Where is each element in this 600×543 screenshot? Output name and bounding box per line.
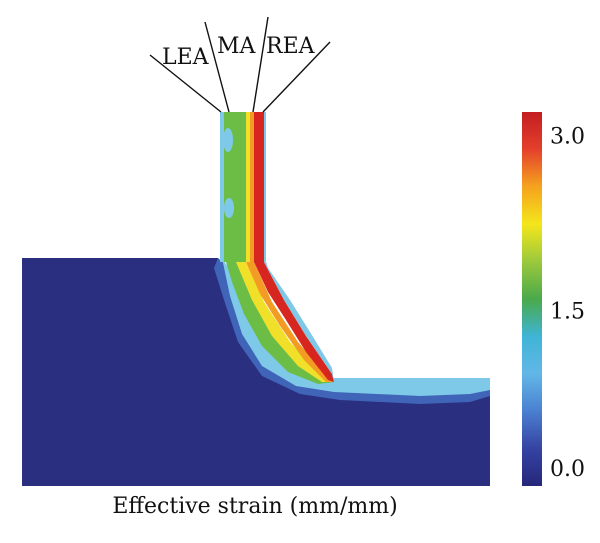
wall-yellow xyxy=(246,112,250,262)
wall-red xyxy=(254,112,264,262)
base-lightblue-zone xyxy=(222,258,490,396)
label-rea: REA xyxy=(266,34,316,59)
base-plate xyxy=(22,258,490,486)
band-orange xyxy=(246,262,334,382)
wall-blob-1 xyxy=(223,128,233,152)
band-yellow xyxy=(236,262,334,382)
band-red xyxy=(254,262,334,382)
label-lea: LEA xyxy=(162,45,210,70)
colorbar-ticks: 3.0 1.5 0.0 xyxy=(550,124,585,482)
band-outer-lightblue xyxy=(264,262,334,382)
label-ma: MA xyxy=(217,34,257,59)
colorbar-tick-label: 0.0 xyxy=(550,457,585,482)
wall-edge-lightblue xyxy=(264,112,266,262)
colorbar xyxy=(522,112,542,486)
wall-blob-2 xyxy=(224,198,234,218)
figure-caption: Effective strain (mm/mm) xyxy=(112,494,398,519)
leader-lines xyxy=(149,16,331,113)
band-green xyxy=(226,262,334,384)
wall-green-core xyxy=(236,112,246,262)
colorbar-tick-label: 1.5 xyxy=(550,300,585,325)
wall-orange xyxy=(250,112,254,262)
colorbar-tick-label: 3.0 xyxy=(550,124,585,149)
